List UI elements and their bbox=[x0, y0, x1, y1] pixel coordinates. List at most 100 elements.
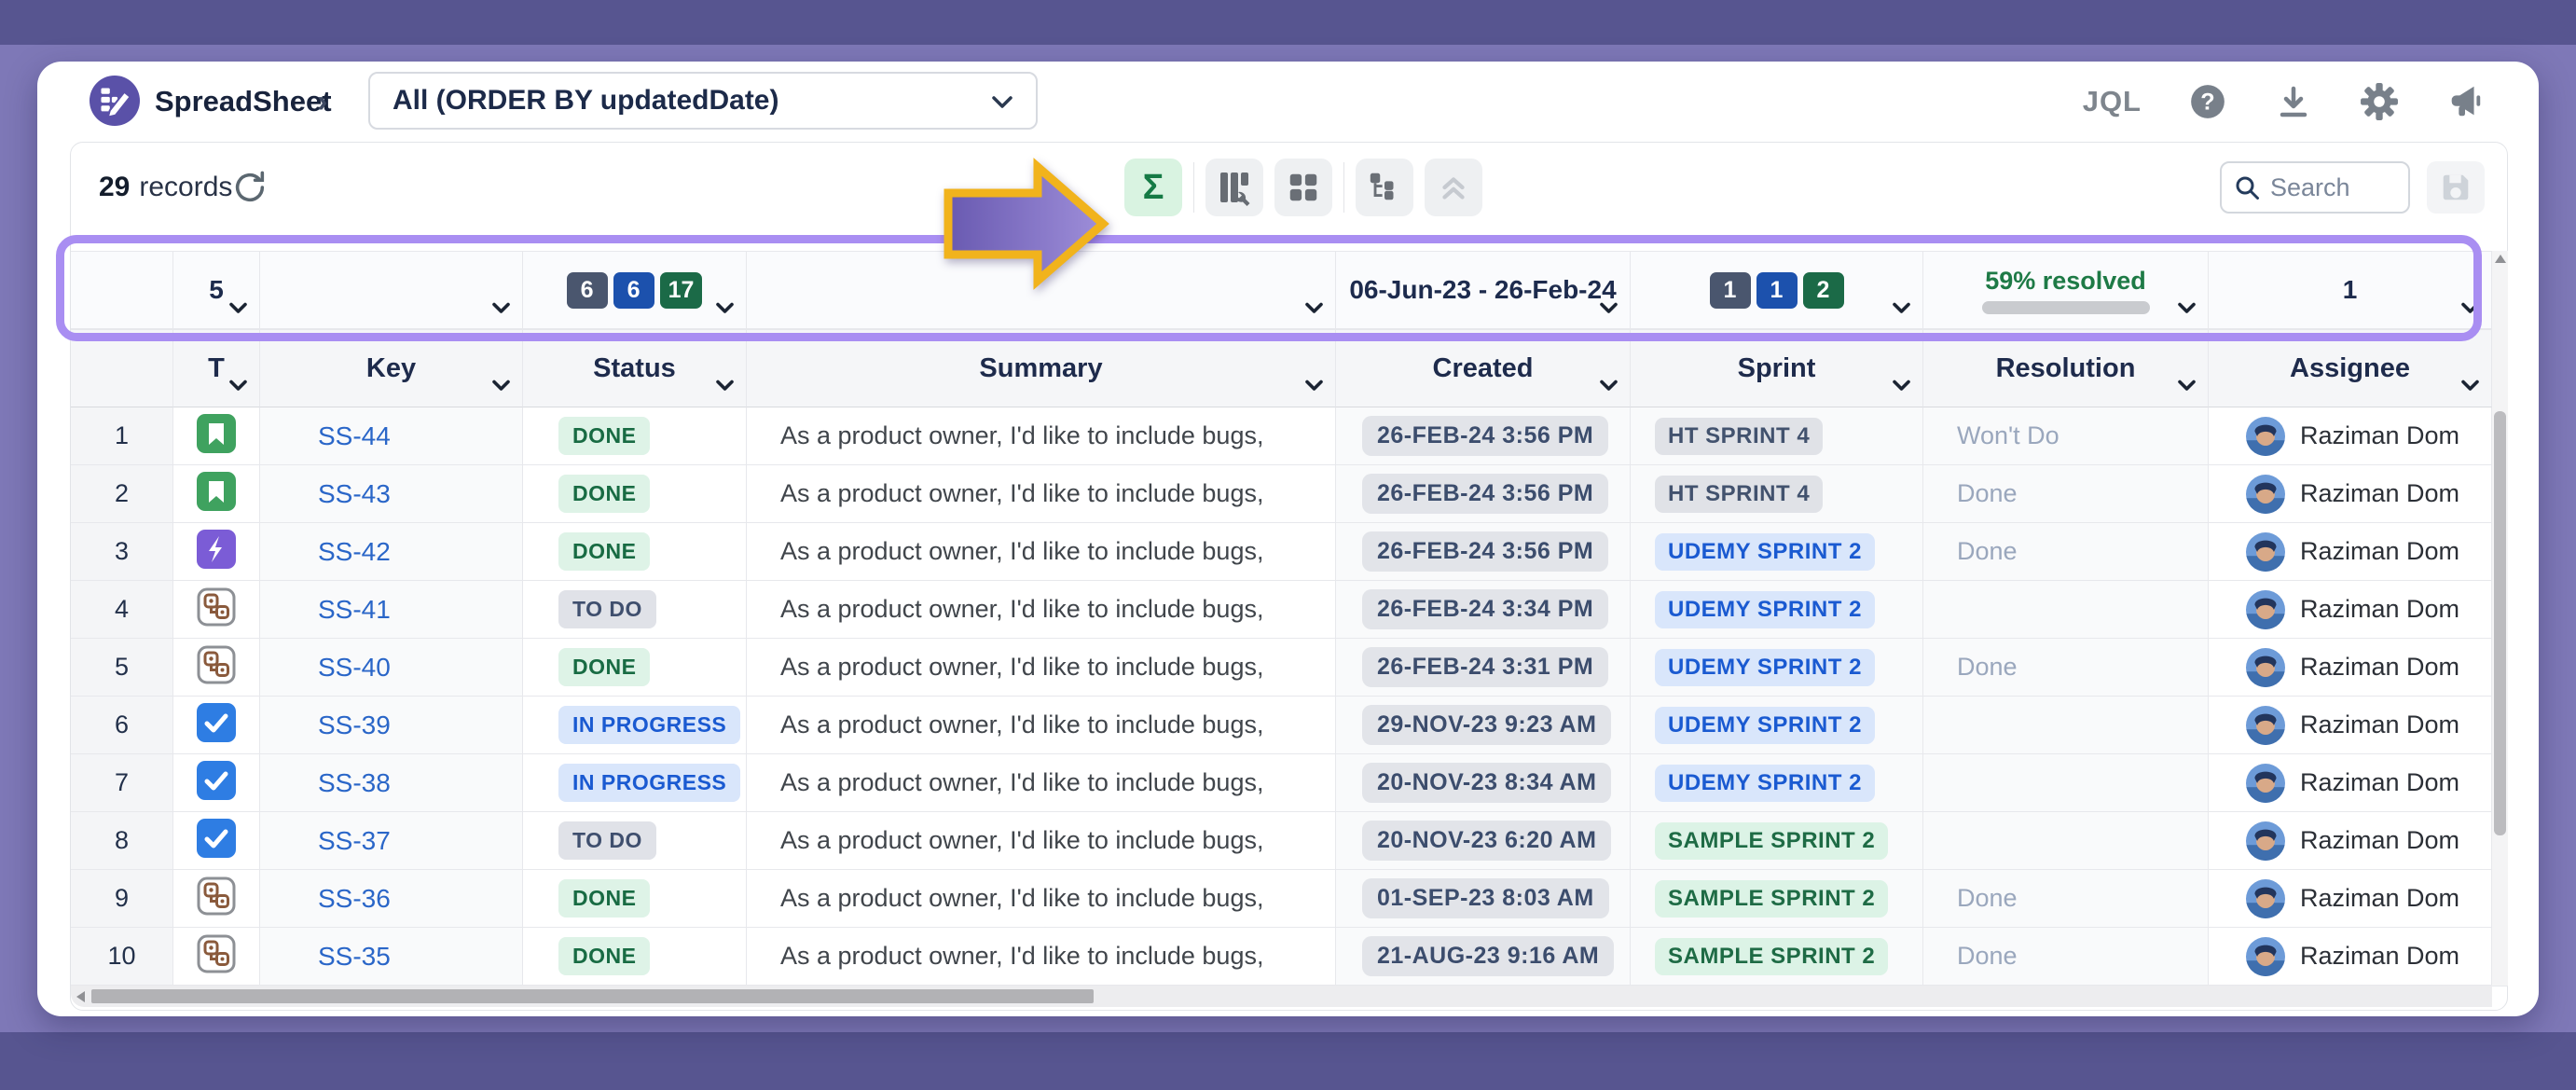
table-row[interactable]: 9 SS-36 DONE As a product owner, I'd lik… bbox=[71, 870, 2492, 928]
column-header-rownum bbox=[71, 329, 173, 407]
issue-key-link[interactable]: SS-40 bbox=[318, 652, 391, 682]
hierarchy-view-button[interactable] bbox=[1356, 159, 1413, 216]
assignee-name: Raziman Dom bbox=[2300, 884, 2460, 912]
resolution-cell bbox=[1923, 812, 2209, 870]
assignee-cell: Raziman Dom bbox=[2209, 870, 2492, 928]
summary-cell: As a product owner, I'd like to include … bbox=[747, 581, 1336, 639]
issue-key-link[interactable]: SS-37 bbox=[318, 825, 391, 855]
background-strip-top bbox=[0, 0, 2576, 45]
assignee-name: Raziman Dom bbox=[2300, 537, 2460, 565]
search-input[interactable] bbox=[2268, 172, 2403, 203]
column-header-key[interactable]: Key bbox=[260, 329, 523, 407]
issue-key-cell: SS-38 bbox=[260, 754, 523, 812]
issue-key-link[interactable]: SS-39 bbox=[318, 710, 391, 739]
save-view-button[interactable] bbox=[2427, 161, 2485, 214]
column-header-status[interactable]: Status bbox=[523, 329, 747, 407]
table-row[interactable]: 6 SS-39 IN PROGRESS As a product owner, … bbox=[71, 697, 2492, 754]
created-badge: 20-NOV-23 6:20 AM bbox=[1362, 821, 1612, 861]
megaphone-icon[interactable] bbox=[2445, 82, 2485, 121]
created-cell: 20-NOV-23 8:34 AM bbox=[1336, 754, 1631, 812]
agg-cell-resolution[interactable]: 59% resolved bbox=[1923, 251, 2209, 329]
column-header-sprint[interactable]: Sprint bbox=[1631, 329, 1923, 407]
row-number: 9 bbox=[114, 884, 130, 912]
sprint-cell: SAMPLE SPRINT 2 bbox=[1631, 870, 1923, 928]
created-cell: 20-NOV-23 6:20 AM bbox=[1336, 812, 1631, 870]
chevron-down-icon bbox=[1599, 291, 1619, 321]
table-row[interactable]: 1 SS-44 DONE As a product owner, I'd lik… bbox=[71, 407, 2492, 465]
header-actions: JQL ? bbox=[2083, 62, 2485, 142]
sprint-cell: UDEMY SPRINT 2 bbox=[1631, 639, 1923, 697]
issue-key-link[interactable]: SS-35 bbox=[318, 941, 391, 971]
chevron-down-icon bbox=[1892, 291, 1911, 321]
jql-button[interactable]: JQL bbox=[2082, 85, 2142, 117]
horizontal-scrollbar-thumb[interactable] bbox=[91, 989, 1094, 1003]
agg-cell-type[interactable]: 5 bbox=[173, 251, 260, 329]
table-row[interactable]: 10 SS-35 DONE As a product owner, I'd li… bbox=[71, 928, 2492, 986]
scroll-up-arrow-icon[interactable] bbox=[2495, 255, 2506, 263]
count-badge: 6 bbox=[566, 271, 608, 309]
issue-key-link[interactable]: SS-36 bbox=[318, 883, 391, 913]
agg-cell-created[interactable]: 06-Jun-23 - 26-Feb-24 bbox=[1336, 251, 1631, 329]
column-header-resolution[interactable]: Resolution bbox=[1923, 329, 2209, 407]
gear-icon[interactable] bbox=[2360, 82, 2399, 121]
collapse-all-button[interactable] bbox=[1425, 159, 1482, 216]
column-header-assignee[interactable]: Assignee bbox=[2209, 329, 2492, 407]
agg-cell-key[interactable] bbox=[260, 251, 523, 329]
record-count-label: records bbox=[139, 172, 233, 202]
table-row[interactable]: 5 SS-40 DONE As a product owner, I'd lik… bbox=[71, 639, 2492, 697]
aggregation-toggle-button[interactable]: Σ bbox=[1124, 159, 1182, 216]
issue-key-link[interactable]: SS-43 bbox=[318, 478, 391, 508]
resolution-text: Done bbox=[1957, 942, 2018, 970]
agg-cell-assignee[interactable]: 1 bbox=[2209, 251, 2492, 329]
table-row[interactable]: 4 SS-41 TO DO As a product owner, I'd li… bbox=[71, 581, 2492, 639]
created-range: 06-Jun-23 - 26-Feb-24 bbox=[1349, 275, 1617, 304]
column-header-label: T bbox=[208, 352, 225, 383]
status-cell: DONE bbox=[523, 870, 747, 928]
card-view-button[interactable] bbox=[1274, 159, 1332, 216]
horizontal-scrollbar[interactable] bbox=[71, 986, 2492, 1007]
status-badge: IN PROGRESS bbox=[558, 706, 741, 744]
issue-key-link[interactable]: SS-38 bbox=[318, 767, 391, 797]
scroll-left-arrow-icon[interactable] bbox=[76, 991, 85, 1002]
created-badge: 26-FEB-24 3:56 PM bbox=[1362, 416, 1609, 456]
summary-cell: As a product owner, I'd like to include … bbox=[747, 407, 1336, 465]
agg-cell-status[interactable]: 6 6 17 bbox=[523, 251, 747, 329]
avatar bbox=[2246, 878, 2285, 918]
sprint-badge: SAMPLE SPRINT 2 bbox=[1655, 879, 1889, 918]
help-icon[interactable]: ? bbox=[2188, 82, 2227, 121]
row-number: 10 bbox=[107, 942, 136, 970]
created-cell: 26-FEB-24 3:31 PM bbox=[1336, 639, 1631, 697]
resolution-cell bbox=[1923, 754, 2209, 812]
sprint-badge: UDEMY SPRINT 2 bbox=[1655, 764, 1875, 802]
resolution-percent-label: 59% resolved bbox=[1985, 266, 2146, 295]
vertical-scrollbar-thumb[interactable] bbox=[2494, 411, 2506, 835]
column-header-t[interactable]: T bbox=[173, 329, 260, 407]
assignee-cell: Raziman Dom bbox=[2209, 639, 2492, 697]
resolution-text: Done bbox=[1957, 884, 2018, 912]
column-header-label: Resolution bbox=[1995, 352, 2136, 383]
issue-key-link[interactable]: SS-42 bbox=[318, 536, 391, 566]
table-row[interactable]: 7 SS-38 IN PROGRESS As a product owner, … bbox=[71, 754, 2492, 812]
created-badge: 26-FEB-24 3:34 PM bbox=[1362, 589, 1609, 629]
summary-cell: As a product owner, I'd like to include … bbox=[747, 639, 1336, 697]
column-header-summary[interactable]: Summary bbox=[747, 329, 1336, 407]
issue-key-link[interactable]: SS-44 bbox=[318, 421, 391, 450]
count-badge: 1 bbox=[1756, 271, 1798, 309]
row-number: 2 bbox=[114, 479, 130, 507]
table-row[interactable]: 3 SS-42 DONE As a product owner, I'd lik… bbox=[71, 523, 2492, 581]
column-header-created[interactable]: Created bbox=[1336, 329, 1631, 407]
agg-type-count: 5 bbox=[209, 275, 224, 304]
table-row[interactable]: 8 SS-37 TO DO As a product owner, I'd li… bbox=[71, 812, 2492, 870]
assignee-name: Raziman Dom bbox=[2300, 711, 2460, 738]
column-settings-button[interactable] bbox=[1205, 159, 1263, 216]
table-row[interactable]: 2 SS-43 DONE As a product owner, I'd lik… bbox=[71, 465, 2492, 523]
view-selector[interactable]: All (ORDER BY updatedDate) bbox=[368, 72, 1038, 130]
app-header: SpreadSheet › All (ORDER BY updatedDate)… bbox=[37, 62, 2539, 142]
issue-key-link[interactable]: SS-41 bbox=[318, 594, 391, 624]
agg-cell-summary[interactable] bbox=[747, 251, 1336, 329]
status-badge: DONE bbox=[558, 648, 651, 686]
refresh-icon[interactable] bbox=[231, 169, 269, 206]
app-window: SpreadSheet › All (ORDER BY updatedDate)… bbox=[37, 62, 2539, 1016]
download-icon[interactable] bbox=[2274, 82, 2313, 121]
